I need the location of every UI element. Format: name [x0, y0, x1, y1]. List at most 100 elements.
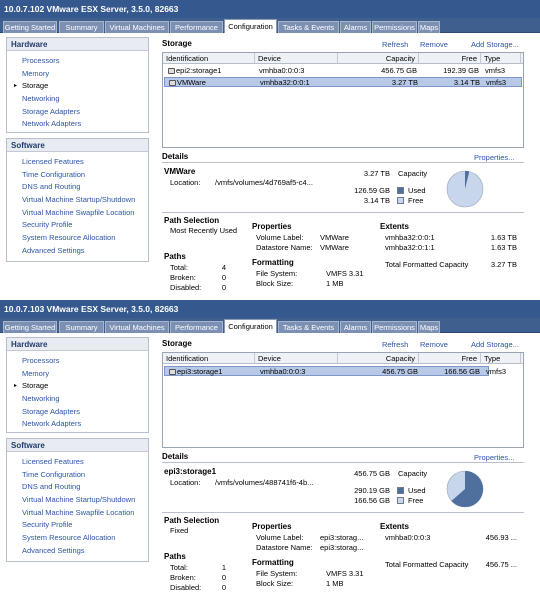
- software-item-advanced-settings[interactable]: Advanced Settings: [7, 545, 148, 558]
- table-row[interactable]: epi2:storage1 vmhba0:0:0:3 456.75 GB 192.39…: [164, 66, 522, 76]
- tab-alarms[interactable]: Alarms: [340, 21, 371, 33]
- tab-tasks-events[interactable]: Tasks & Events: [278, 321, 339, 333]
- properties-heading: Properties: [252, 222, 292, 231]
- tab-maps[interactable]: Maps: [418, 21, 440, 33]
- tab-permissions[interactable]: Permissions: [372, 21, 417, 33]
- column-header-identification[interactable]: Identification: [163, 53, 255, 64]
- cell-device: vmhba0:0:0:3: [260, 367, 306, 376]
- add-storage-link[interactable]: Add Storage...: [471, 340, 519, 349]
- software-item-system-resource-allocation[interactable]: System Resource Allocation: [7, 532, 148, 545]
- hardware-item-storage-adapters[interactable]: Storage Adapters: [7, 406, 148, 419]
- software-item-label: Time Configuration: [22, 169, 86, 179]
- capacity-label: Capacity: [398, 169, 428, 178]
- tab-alarms[interactable]: Alarms: [340, 321, 371, 333]
- path-selection-value: Most Recently Used: [170, 226, 238, 235]
- software-item-security-profile[interactable]: Security Profile: [7, 519, 148, 532]
- capacity-label: Capacity: [398, 469, 428, 478]
- column-header-capacity[interactable]: Capacity: [338, 353, 419, 364]
- tab-performance[interactable]: Performance: [170, 321, 223, 333]
- storage-area: Storage Refresh Remove Add Storage... Identi…: [160, 336, 538, 598]
- software-item-system-resource-allocation[interactable]: System Resource Allocation: [7, 232, 148, 245]
- tab-virtual-machines[interactable]: Virtual Machines: [105, 321, 169, 333]
- tab-virtual-machines[interactable]: Virtual Machines: [105, 21, 169, 33]
- pie-used-slice: [465, 171, 470, 189]
- column-header-identification[interactable]: Identification: [163, 353, 255, 364]
- hardware-item-storage-adapters[interactable]: Storage Adapters: [7, 106, 148, 119]
- tab-performance[interactable]: Performance: [170, 21, 223, 33]
- datastore-table: Identification Device Capacity Free Type epi2…: [162, 52, 524, 148]
- refresh-link[interactable]: Refresh: [382, 340, 409, 349]
- table-row[interactable]: VMWare vmhba32:0:0:1 3.27 TB 3.14 TB vmfs3: [164, 77, 522, 87]
- hardware-item-network-adapters[interactable]: Network Adapters: [7, 118, 148, 131]
- hardware-item-processors[interactable]: Processors: [7, 355, 148, 368]
- tab-configuration[interactable]: Configuration: [224, 319, 277, 333]
- column-header-type[interactable]: Type: [481, 53, 521, 64]
- location-label: Location:: [170, 178, 201, 187]
- location-value: /vmfs/volumes/488741f6-4b...: [215, 478, 314, 487]
- refresh-link[interactable]: Refresh: [382, 40, 409, 49]
- capacity-value: 3.27 TB: [363, 169, 390, 178]
- cell-free: 166.56 GB: [444, 367, 480, 376]
- software-item-dns-and-routing[interactable]: DNS and Routing: [7, 181, 148, 194]
- column-header-free[interactable]: Free: [419, 53, 481, 64]
- software-item-virtual-machine-startup-shutdown[interactable]: Virtual Machine Startup/Shutdown: [7, 494, 148, 507]
- software-item-virtual-machine-swapfile-location[interactable]: Virtual Machine Swapfile Location: [7, 207, 148, 220]
- location-label: Location:: [170, 478, 201, 487]
- datastore-name-title: epi3:storage1: [164, 467, 217, 476]
- remove-link[interactable]: Remove: [420, 40, 448, 49]
- tab-summary[interactable]: Summary: [59, 321, 104, 333]
- software-item-dns-and-routing[interactable]: DNS and Routing: [7, 481, 148, 494]
- software-item-time-configuration[interactable]: Time Configuration: [7, 169, 148, 182]
- software-item-virtual-machine-startup-shutdown[interactable]: Virtual Machine Startup/Shutdown: [7, 194, 148, 207]
- table-row[interactable]: epi3:storage1 vmhba0:0:0:3 456.75 GB 166.56…: [164, 366, 506, 376]
- tab-summary[interactable]: Summary: [59, 21, 104, 33]
- hardware-item-memory[interactable]: Memory: [7, 368, 148, 381]
- tab-getting-started[interactable]: Getting Started: [3, 21, 57, 33]
- properties-link[interactable]: Properties...: [474, 153, 515, 162]
- hardware-item-memory[interactable]: Memory: [7, 68, 148, 81]
- column-header-capacity[interactable]: Capacity: [338, 53, 419, 64]
- window-title: 10.0.7.102 VMware ESX Server, 3.5.0, 826…: [0, 0, 540, 18]
- esx-host-panel-102: 10.0.7.102 VMware ESX Server, 3.5.0, 826…: [0, 0, 540, 299]
- hardware-item-processors[interactable]: Processors: [7, 55, 148, 68]
- software-item-time-configuration[interactable]: Time Configuration: [7, 469, 148, 482]
- paths-broken-label: Broken:: [170, 273, 196, 282]
- tab-permissions[interactable]: Permissions: [372, 321, 417, 333]
- capacity-pie-chart: [446, 170, 484, 208]
- software-item-virtual-machine-swapfile-location[interactable]: Virtual Machine Swapfile Location: [7, 507, 148, 520]
- tab-configuration[interactable]: Configuration: [224, 19, 277, 33]
- paths-disabled-value: 0: [221, 583, 226, 592]
- hardware-item-network-adapters[interactable]: Network Adapters: [7, 418, 148, 431]
- software-item-licensed-features[interactable]: Licensed Features: [7, 456, 148, 469]
- column-header-device[interactable]: Device: [255, 53, 338, 64]
- extent-name: vmhba0:0:0:3: [385, 533, 431, 542]
- column-header-type[interactable]: Type: [481, 353, 521, 364]
- properties-link[interactable]: Properties...: [474, 453, 515, 462]
- software-list: Licensed Features Time Configuration DNS a…: [7, 152, 148, 258]
- hardware-item-networking[interactable]: Networking: [7, 93, 148, 106]
- paths-total-label: Total:: [170, 563, 188, 572]
- software-item-security-profile[interactable]: Security Profile: [7, 219, 148, 232]
- software-item-licensed-features[interactable]: Licensed Features: [7, 156, 148, 169]
- hardware-item-storage[interactable]: ▸ Storage: [7, 80, 148, 93]
- storage-heading: Storage: [162, 39, 192, 48]
- block-size-value: 1 MB: [326, 279, 344, 288]
- column-header-free[interactable]: Free: [419, 353, 481, 364]
- column-header-device[interactable]: Device: [255, 353, 338, 364]
- used-label: Used: [408, 186, 426, 195]
- remove-link[interactable]: Remove: [420, 340, 448, 349]
- hardware-item-storage[interactable]: ▸ Storage: [7, 380, 148, 393]
- datastore-name-key: Datastore Name:: [256, 243, 313, 252]
- software-item-advanced-settings[interactable]: Advanced Settings: [7, 245, 148, 258]
- software-item-label: Virtual Machine Swapfile Location: [22, 207, 135, 217]
- tab-tasks-events[interactable]: Tasks & Events: [278, 21, 339, 33]
- hardware-item-label: Network Adapters: [22, 419, 82, 429]
- free-value: 166.56 GB: [354, 496, 390, 505]
- selected-bullet-icon: ▸: [14, 383, 18, 390]
- hardware-item-networking[interactable]: Networking: [7, 393, 148, 406]
- tab-getting-started[interactable]: Getting Started: [3, 321, 57, 333]
- software-item-label: Advanced Settings: [22, 245, 85, 255]
- add-storage-link[interactable]: Add Storage...: [471, 40, 519, 49]
- software-item-label: DNS and Routing: [22, 482, 81, 492]
- tab-maps[interactable]: Maps: [418, 321, 440, 333]
